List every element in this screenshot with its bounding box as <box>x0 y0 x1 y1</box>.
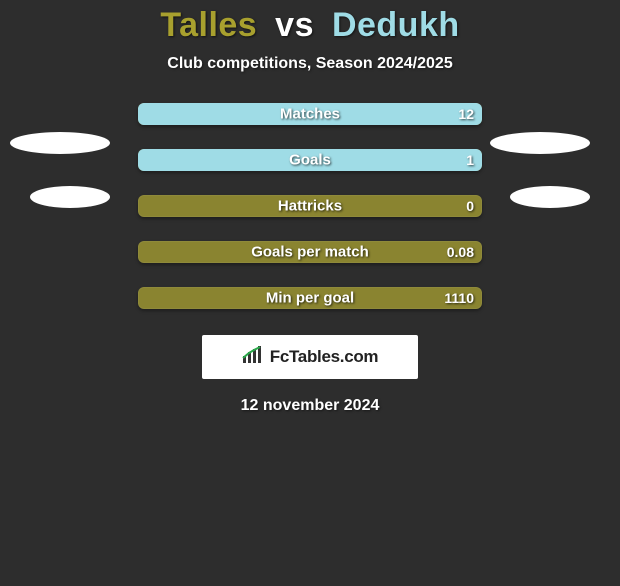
avatar-ellipse <box>490 132 590 154</box>
comparison-card: Talles vs Dedukh Club competitions, Seas… <box>0 6 620 415</box>
stat-bar: Hattricks0 <box>138 195 482 217</box>
page-title: Talles vs Dedukh <box>0 6 620 45</box>
stat-bar-label: Hattricks <box>138 198 482 215</box>
stat-bar: Goals per match0.08 <box>138 241 482 263</box>
brand-text: FcTables.com <box>270 347 379 367</box>
stat-bar-right-value: 0.08 <box>447 244 474 260</box>
stat-bar-right-fill <box>138 149 482 171</box>
stat-bar-label: Goals per match <box>138 244 482 261</box>
avatar-ellipse <box>510 186 590 208</box>
vs-text: vs <box>275 6 314 44</box>
player2-name: Dedukh <box>332 6 460 44</box>
player1-name: Talles <box>160 6 257 44</box>
stat-bar-right-value: 1 <box>466 152 474 168</box>
stat-bar: Min per goal1110 <box>138 287 482 309</box>
stat-bar-label: Min per goal <box>138 290 482 307</box>
brand-box[interactable]: FcTables.com <box>202 335 418 379</box>
chart-icon <box>242 346 264 369</box>
date-text: 12 november 2024 <box>0 397 620 415</box>
stat-bar-right-value: 0 <box>466 198 474 214</box>
avatar-ellipse <box>30 186 110 208</box>
stat-bar: Goals1 <box>138 149 482 171</box>
stat-bar-right-value: 12 <box>458 106 474 122</box>
avatar-ellipse <box>10 132 110 154</box>
stat-bars: Matches12 Goals1 Hattricks0 Goals per match… <box>138 103 482 309</box>
stat-bar: Matches12 <box>138 103 482 125</box>
stat-bar-right-fill <box>138 103 482 125</box>
subtitle: Club competitions, Season 2024/2025 <box>0 55 620 73</box>
stat-bar-right-value: 1110 <box>444 290 474 306</box>
